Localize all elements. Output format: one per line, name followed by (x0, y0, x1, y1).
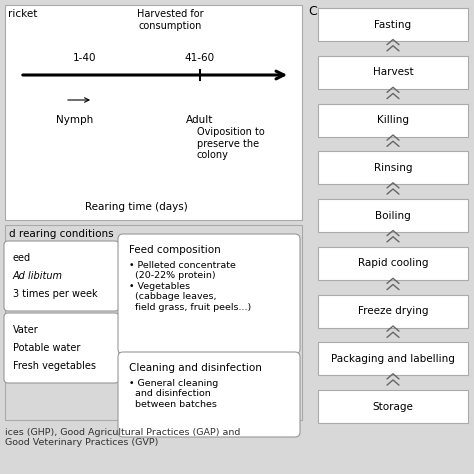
Text: 3 times per week: 3 times per week (13, 289, 98, 299)
Bar (318, 247, 468, 280)
Bar (5, 225, 302, 420)
Bar (318, 151, 468, 184)
Text: ricket: ricket (8, 9, 37, 19)
Text: eed: eed (13, 253, 31, 263)
Text: Potable water: Potable water (13, 343, 81, 353)
Bar (318, 103, 468, 137)
Bar (318, 199, 468, 232)
Text: • Pelleted concentrate
  (20-22% protein)
• Vegetables
  (cabbage leaves,
  fiel: • Pelleted concentrate (20-22% protein) … (129, 261, 251, 311)
Text: 1-40: 1-40 (73, 53, 97, 63)
Text: d rearing conditions: d rearing conditions (9, 229, 114, 239)
Text: Vater: Vater (13, 325, 39, 335)
Text: Harvested for
consumption: Harvested for consumption (137, 9, 203, 31)
Bar (5, 5, 302, 220)
Text: Freeze drying: Freeze drying (358, 306, 428, 316)
Text: Rearing time (days): Rearing time (days) (85, 202, 188, 212)
Text: Nymph: Nymph (56, 115, 94, 125)
FancyBboxPatch shape (118, 234, 300, 354)
Bar (318, 390, 468, 423)
FancyBboxPatch shape (4, 241, 119, 311)
Text: Ad libitum: Ad libitum (13, 271, 63, 281)
Text: Adult: Adult (186, 115, 214, 125)
Bar (318, 8, 468, 41)
Bar (318, 342, 468, 375)
Text: Feed composition: Feed composition (129, 245, 221, 255)
Text: Oviposition to
preserve the
colony: Oviposition to preserve the colony (197, 127, 265, 160)
Text: • General cleaning
  and disinfection
  between batches: • General cleaning and disinfection betw… (129, 379, 218, 409)
Text: Fresh vegetables: Fresh vegetables (13, 361, 96, 371)
Text: C: C (308, 5, 317, 18)
Text: 41-60: 41-60 (185, 53, 215, 63)
Text: Harvest: Harvest (373, 67, 413, 77)
Text: Packaging and labelling: Packaging and labelling (331, 354, 455, 364)
Text: Cleaning and disinfection: Cleaning and disinfection (129, 363, 262, 373)
Text: Rapid cooling: Rapid cooling (358, 258, 428, 268)
FancyBboxPatch shape (4, 313, 119, 383)
Text: ices (GHP), Good Agricultural Practices (GAP) and
Good Veterinary Practices (GVP: ices (GHP), Good Agricultural Practices … (5, 428, 240, 447)
Text: Boiling: Boiling (375, 210, 411, 220)
Text: Killing: Killing (377, 115, 409, 125)
Bar (318, 56, 468, 89)
Bar (318, 294, 468, 328)
FancyBboxPatch shape (118, 352, 300, 437)
Text: Storage: Storage (373, 401, 413, 411)
Text: Rinsing: Rinsing (374, 163, 412, 173)
Text: Fasting: Fasting (374, 19, 411, 29)
